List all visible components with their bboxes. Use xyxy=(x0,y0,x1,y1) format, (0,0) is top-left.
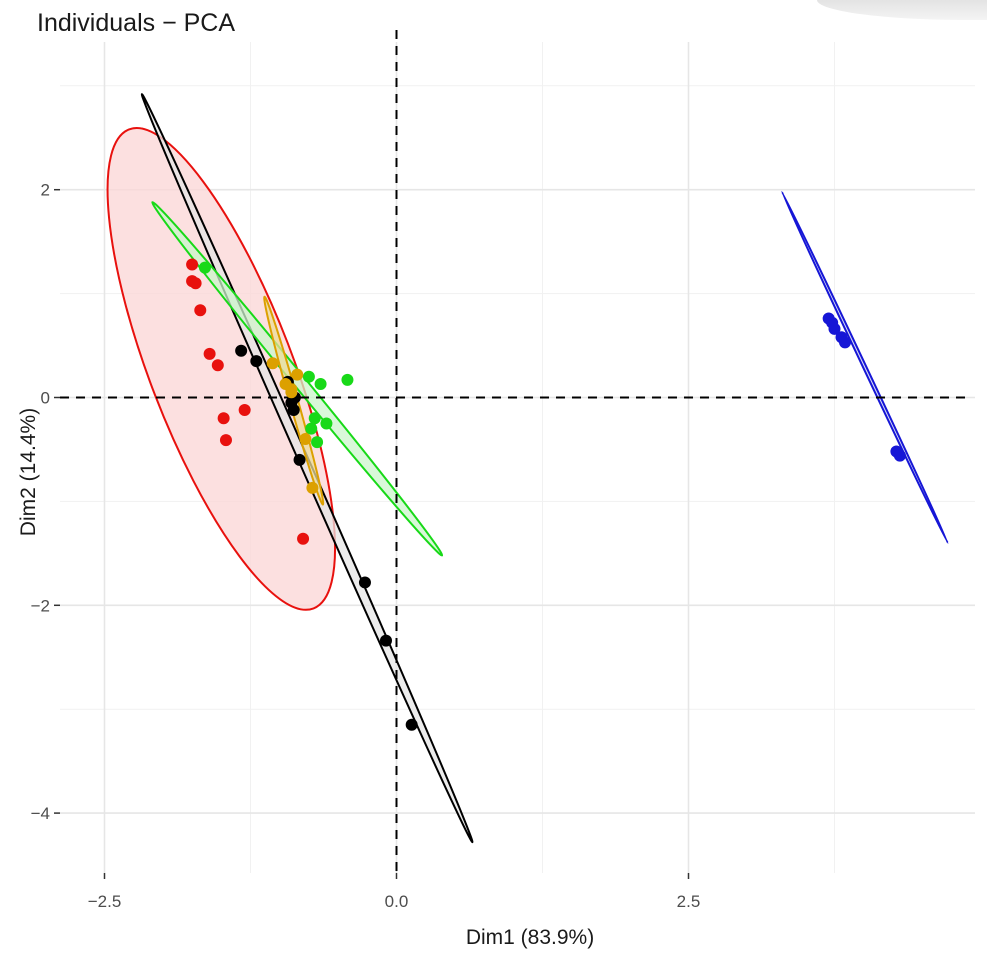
data-point-group-3 xyxy=(302,370,315,383)
y-axis-label: Dim2 (14.4%) xyxy=(17,408,40,536)
data-point-group-3 xyxy=(305,422,318,435)
data-point-group-4 xyxy=(306,481,319,494)
data-point-group-2 xyxy=(235,344,248,357)
data-point-group-2 xyxy=(287,403,300,416)
data-point-group-3 xyxy=(341,373,354,386)
data-point-group-3 xyxy=(198,261,211,274)
x-axis-label: Dim1 (83.9%) xyxy=(466,926,594,949)
data-point-group-4 xyxy=(285,386,298,399)
x-tick-label: −2.5 xyxy=(88,892,122,911)
data-point-group-3 xyxy=(311,436,324,449)
data-point-group-1 xyxy=(189,277,202,290)
confidence-ellipse-5 xyxy=(780,190,949,544)
data-point-group-2 xyxy=(405,718,418,731)
data-point-group-1 xyxy=(194,304,207,317)
y-tick-label: −2 xyxy=(31,596,50,615)
y-tick-label: 0 xyxy=(41,389,50,408)
data-point-group-1 xyxy=(217,412,230,425)
data-points xyxy=(186,258,906,731)
data-point-group-4 xyxy=(266,357,279,370)
data-point-group-2 xyxy=(250,355,263,368)
data-point-group-1 xyxy=(238,403,251,416)
x-tick-label: 0.0 xyxy=(385,892,409,911)
data-point-group-3 xyxy=(308,412,321,425)
x-axis-ticks: −2.5 0.0 2.5 xyxy=(88,873,701,911)
data-point-group-1 xyxy=(186,258,199,271)
y-tick-label: −4 xyxy=(31,804,50,823)
plot-panel xyxy=(60,30,975,873)
data-point-group-5 xyxy=(893,449,906,462)
data-point-group-1 xyxy=(203,347,216,360)
data-point-group-2 xyxy=(293,453,306,466)
data-point-group-4 xyxy=(291,368,304,381)
chart-title: Individuals − PCA xyxy=(37,9,235,37)
data-point-group-2 xyxy=(379,634,392,647)
data-point-group-3 xyxy=(314,377,327,390)
data-point-group-3 xyxy=(320,417,333,430)
data-point-group-5 xyxy=(828,322,841,335)
confidence-ellipses xyxy=(106,93,949,844)
y-tick-label: 2 xyxy=(41,181,50,200)
data-point-group-4 xyxy=(299,433,312,446)
data-point-group-2 xyxy=(358,576,371,589)
data-point-group-1 xyxy=(219,434,232,447)
x-tick-label: 2.5 xyxy=(677,892,701,911)
data-point-group-1 xyxy=(297,532,310,545)
data-point-group-1 xyxy=(211,359,224,372)
reference-lines xyxy=(60,30,965,873)
data-point-group-5 xyxy=(839,336,852,349)
y-axis-ticks: −4 −2 0 2 xyxy=(31,181,60,823)
